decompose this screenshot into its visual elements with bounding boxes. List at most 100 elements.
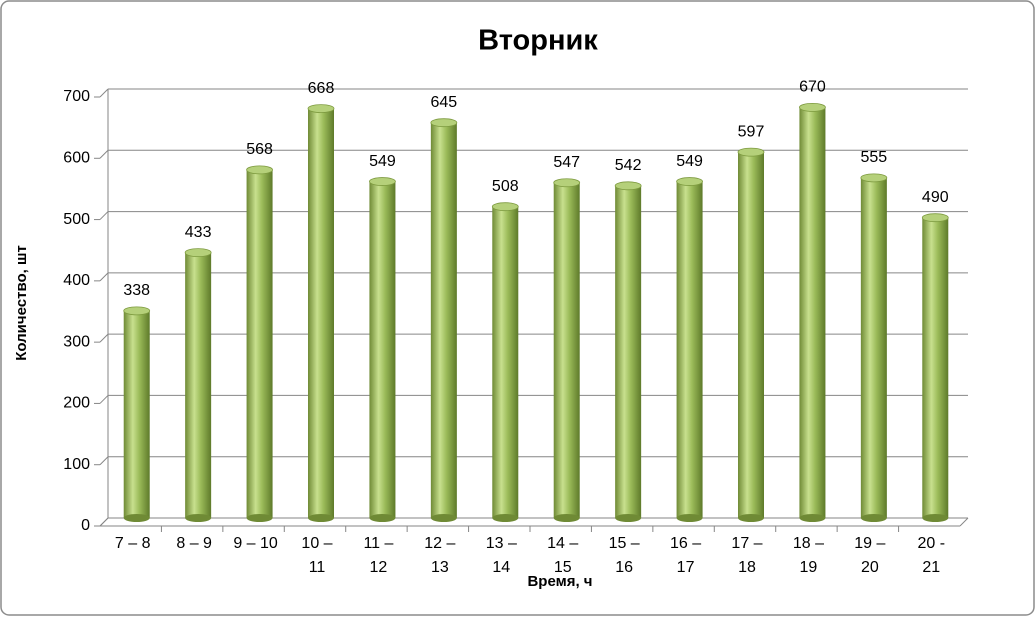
x-tick-label: 17 –18 — [731, 535, 762, 576]
floor-edge — [959, 517, 969, 527]
data-label: 549 — [676, 153, 703, 170]
bar-base — [123, 514, 150, 522]
x-tick-label: 14 –15 — [547, 535, 578, 576]
data-label: 338 — [123, 282, 150, 299]
bar-base — [553, 514, 580, 522]
bar-top — [860, 173, 888, 183]
x-tick-label: 16 –17 — [670, 535, 701, 576]
data-label: 490 — [922, 189, 949, 206]
x-tick-label: 9 – 10 — [233, 535, 278, 552]
bar-base — [492, 514, 519, 522]
bar — [123, 306, 151, 522]
bar-top — [307, 104, 335, 114]
y-tick-label: 300 — [63, 333, 90, 350]
bar-base — [185, 514, 212, 522]
bar-base — [369, 514, 396, 522]
data-label: 597 — [738, 123, 765, 140]
y-tick-label: 500 — [63, 211, 90, 228]
y-tick-label: 400 — [63, 272, 90, 289]
grid-line — [99, 456, 109, 466]
bar-top — [614, 181, 642, 191]
bar-top — [799, 102, 826, 112]
data-label: 549 — [369, 153, 396, 170]
bar — [860, 173, 888, 522]
bar-base — [430, 514, 457, 522]
bar — [184, 248, 212, 522]
data-label: 547 — [553, 154, 580, 171]
bar — [737, 147, 765, 522]
bar-body — [369, 181, 396, 518]
data-label: 645 — [431, 94, 458, 111]
bar-body — [430, 122, 457, 518]
data-label: 542 — [615, 157, 642, 174]
y-tick-label: 100 — [63, 456, 90, 473]
x-tick-label: 20 -21 — [917, 535, 945, 576]
bar-body — [615, 185, 642, 518]
grid-line — [99, 88, 109, 98]
bar-body — [308, 108, 334, 519]
x-tick-label: 10 –11 — [301, 535, 332, 576]
grid-line — [99, 333, 109, 343]
bar-top — [184, 248, 212, 258]
bar-top — [553, 178, 581, 188]
bar-base — [922, 514, 949, 522]
bar — [614, 181, 642, 522]
bar-body — [799, 107, 826, 518]
bar-body — [123, 310, 150, 518]
bar-top — [430, 118, 458, 128]
bar-top — [676, 177, 703, 186]
x-tick-label: 15 –16 — [609, 535, 640, 576]
y-tick-label: 200 — [63, 395, 90, 412]
chart-title: Вторник — [478, 25, 598, 57]
bar-body — [922, 217, 949, 518]
x-axis-label: Время, ч — [527, 573, 592, 590]
data-label: 508 — [492, 178, 519, 195]
x-tick-label: 18 –19 — [793, 535, 824, 576]
y-axis-label: Количество, шт — [13, 245, 30, 361]
bar-base — [738, 514, 764, 522]
x-tick-label: 8 – 9 — [176, 535, 212, 552]
bar-base — [308, 514, 334, 522]
bar-base — [676, 514, 703, 522]
bar-body — [185, 252, 212, 518]
bar — [246, 165, 273, 522]
x-tick-label: 13 –14 — [486, 535, 517, 576]
bar-top — [369, 177, 396, 186]
bar-body — [676, 181, 703, 518]
bar-base — [799, 514, 826, 522]
x-tick-label: 12 –13 — [424, 535, 455, 576]
x-tick-label: 19 –20 — [854, 535, 885, 576]
grid-line — [99, 211, 109, 220]
grid-line — [99, 272, 109, 282]
x-tick-label: 11 –12 — [363, 535, 393, 576]
y-tick-label: 600 — [63, 150, 90, 167]
bar — [553, 178, 581, 522]
bar-body — [246, 169, 273, 518]
bar — [491, 202, 519, 522]
bar-base — [246, 514, 273, 522]
bar-body — [738, 152, 764, 519]
grid-line — [99, 517, 109, 527]
bar-body — [492, 206, 519, 518]
bar-body — [860, 177, 887, 518]
bar — [369, 177, 396, 522]
data-label: 433 — [185, 224, 212, 241]
bar — [921, 213, 949, 522]
y-tick-label: 700 — [63, 88, 90, 105]
bar-base — [615, 514, 642, 522]
grid-line — [99, 395, 109, 404]
bar-body — [553, 182, 580, 518]
bar — [430, 118, 458, 522]
bar — [307, 104, 335, 522]
bar-base — [860, 514, 887, 522]
bar — [799, 102, 826, 522]
data-label: 555 — [861, 149, 888, 166]
bar — [676, 177, 703, 522]
bar-top — [123, 306, 151, 316]
y-tick-label: 0 — [81, 517, 90, 534]
bar-top — [491, 202, 519, 212]
data-label: 668 — [308, 80, 335, 97]
x-tick-label: 7 – 8 — [115, 535, 151, 552]
bar-top — [921, 213, 949, 223]
